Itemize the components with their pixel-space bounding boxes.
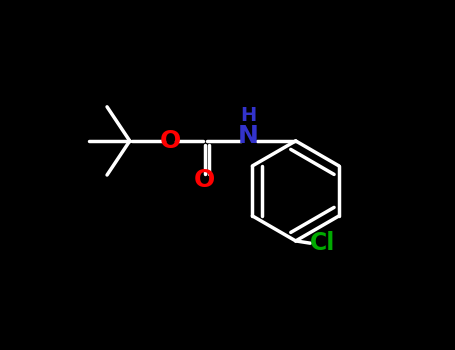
Text: N: N bbox=[238, 124, 258, 148]
Text: O: O bbox=[160, 129, 181, 153]
Text: Cl: Cl bbox=[310, 231, 336, 255]
Text: H: H bbox=[240, 106, 256, 125]
Text: O: O bbox=[194, 168, 215, 191]
